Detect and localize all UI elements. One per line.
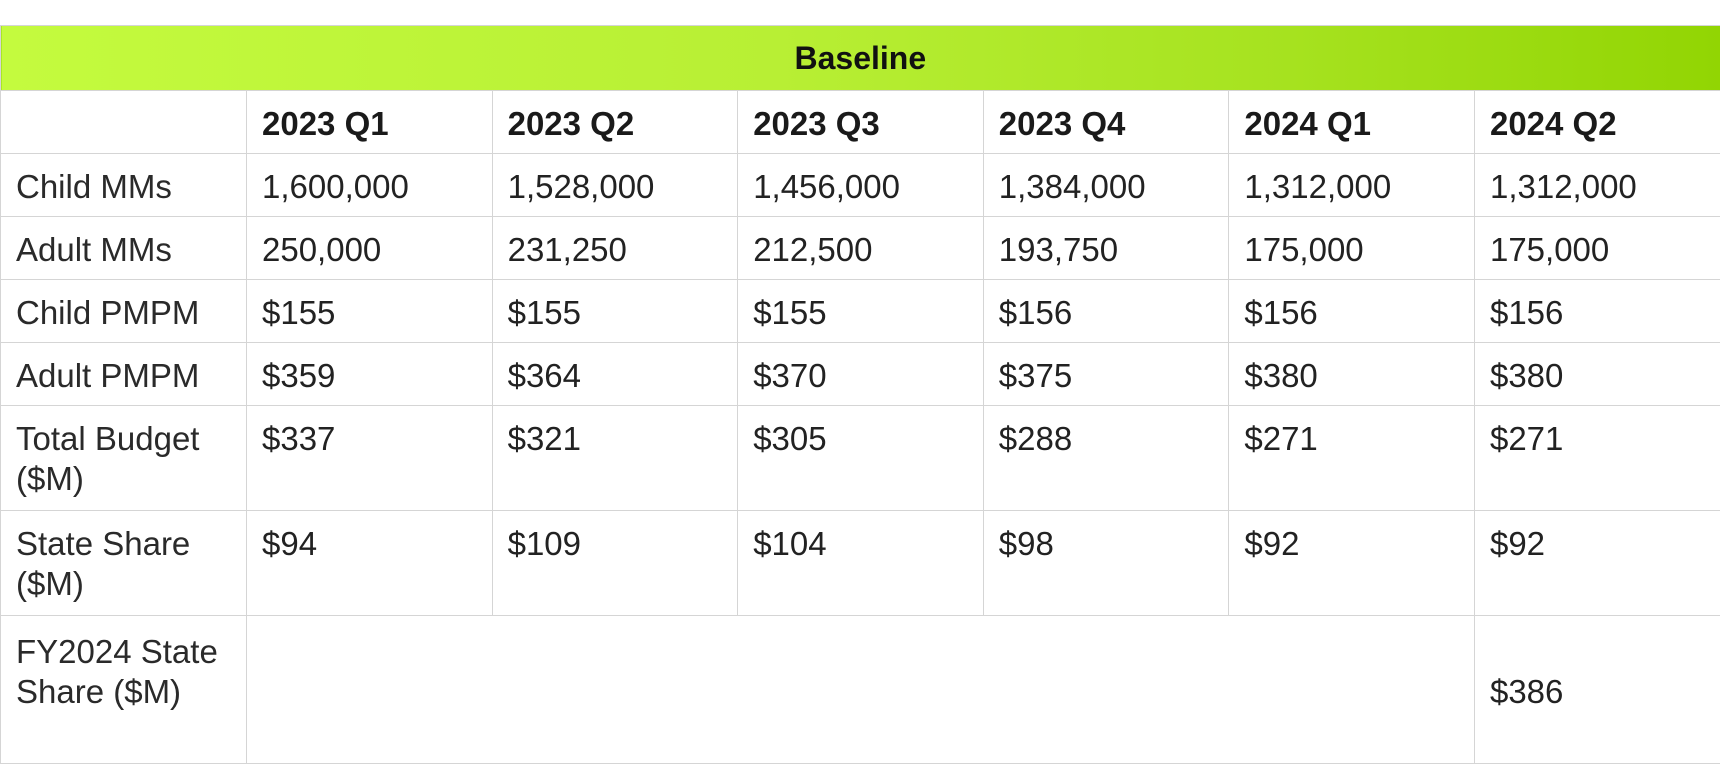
row-label: Adult PMPM [0,342,247,406]
table-row-child-mms: Child MMs 1,600,000 1,528,000 1,456,000 … [0,153,1720,217]
table-cell: $271 [1473,405,1720,511]
column-header-2023-q3: 2023 Q3 [737,90,984,154]
table-cell: 250,000 [246,216,493,280]
baseline-table: Baseline 2023 Q1 2023 Q2 2023 Q3 2023 Q4… [0,25,1720,764]
table-cell: $359 [246,342,493,406]
table-cell: $92 [1473,510,1720,616]
table-cell: $109 [491,510,739,616]
table-cell: $156 [1473,279,1720,343]
row-label: Total Budget ($M) [0,405,247,511]
table-cell: $94 [246,510,493,616]
table-cell: 175,000 [1473,216,1720,280]
column-header-blank [0,90,247,154]
table-row-adult-mms: Adult MMs 250,000 231,250 212,500 193,75… [0,216,1720,280]
baseline-table-container: Baseline 2023 Q1 2023 Q2 2023 Q3 2023 Q4… [0,25,1720,764]
row-label: Child PMPM [0,279,247,343]
table-cell: 193,750 [982,216,1230,280]
table-cell: $305 [737,405,984,511]
table-row-adult-pmpm: Adult PMPM $359 $364 $370 $375 $380 $380 [0,342,1720,406]
table-cell: $370 [737,342,984,406]
table-cell: 175,000 [1228,216,1475,280]
table-cell: $321 [491,405,739,511]
table-cell: $92 [1228,510,1475,616]
table-cell: $155 [246,279,493,343]
table-row-state-share: State Share ($M) $94 $109 $104 $98 $92 $… [0,510,1720,616]
column-header-2023-q2: 2023 Q2 [491,90,739,154]
table-cell-empty [246,615,1475,764]
table-cell: $380 [1228,342,1475,406]
table-cell: 1,312,000 [1473,153,1720,217]
table-row-fy2024-state-share: FY2024 State Share ($M) $386 [0,615,1720,764]
row-label: Adult MMs [0,216,247,280]
header-row: 2023 Q1 2023 Q2 2023 Q3 2023 Q4 2024 Q1 … [0,90,1720,154]
table-title: Baseline [0,25,1720,91]
table-cell: 212,500 [737,216,984,280]
column-header-2023-q1: 2023 Q1 [246,90,493,154]
row-label: FY2024 State Share ($M) [0,615,247,764]
table-cell: $156 [982,279,1230,343]
table-cell: 1,312,000 [1228,153,1475,217]
column-header-2024-q1: 2024 Q1 [1228,90,1475,154]
table-cell: $380 [1473,342,1720,406]
table-cell: $155 [491,279,739,343]
table-cell: $156 [1228,279,1475,343]
table-cell: $337 [246,405,493,511]
table-cell: $364 [491,342,739,406]
table-cell: 1,456,000 [737,153,984,217]
table-cell: $375 [982,342,1230,406]
table-row-total-budget: Total Budget ($M) $337 $321 $305 $288 $2… [0,405,1720,511]
table-cell: $104 [737,510,984,616]
column-header-2024-q2: 2024 Q2 [1473,90,1720,154]
table-cell: 1,528,000 [491,153,739,217]
table-cell: $271 [1228,405,1475,511]
table-cell: 231,250 [491,216,739,280]
row-label: Child MMs [0,153,247,217]
table-cell: 1,600,000 [246,153,493,217]
table-cell: $155 [737,279,984,343]
column-header-2023-q4: 2023 Q4 [982,90,1230,154]
row-label: State Share ($M) [0,510,247,616]
table-cell: $98 [982,510,1230,616]
fy2024-total-cell: $386 [1473,615,1720,764]
table-cell: $288 [982,405,1230,511]
table-row-child-pmpm: Child PMPM $155 $155 $155 $156 $156 $156 [0,279,1720,343]
table-cell: 1,384,000 [982,153,1230,217]
